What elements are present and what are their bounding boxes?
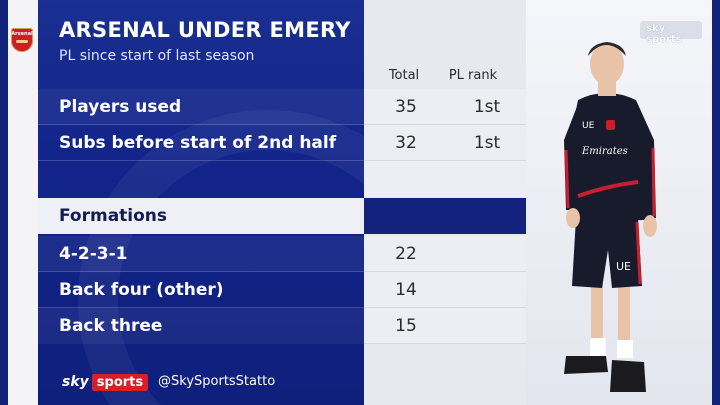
row-value-bg [364,308,526,344]
spacer-row [38,161,526,197]
left-edge-strip [0,0,8,405]
column-header-total: Total [388,68,420,83]
row-divider-light [364,343,526,344]
column-header-pl-rank: PL rank [448,68,498,83]
row-value-bg [364,161,526,197]
stat-row: Players used 35 1st [38,89,526,125]
formation-row: Back three 15 [38,308,526,344]
row-divider [38,160,526,161]
logo-sports: sports [91,373,149,391]
graphic-subtitle: PL since start of last season [59,48,255,64]
crest-text: Arsenal [11,31,33,37]
row-divider [38,307,526,308]
row-divider-light [364,307,526,308]
chest-initials: UE [582,121,595,131]
stat-rank: 1st [473,97,501,117]
row-divider-light [364,124,526,125]
formation-total: 14 [395,280,417,300]
manager-photo-area: UE UE Emirates [526,0,712,405]
stat-total: 35 [395,97,417,117]
manager-figure-icon: UE UE Emirates [564,42,657,392]
stat-rank: 1st [473,133,501,153]
logo-sky: sky [62,374,89,390]
row-value-bg [364,272,526,308]
formation-label: Back four (other) [59,280,224,300]
row-divider [38,124,526,125]
row-value-bg [364,89,526,125]
stat-label: Players used [59,97,182,117]
formation-label: 4-2-3-1 [59,244,128,264]
row-divider [38,271,526,272]
formation-row: Back four (other) 14 [38,272,526,308]
sponsor-text: Emirates [581,146,628,157]
shorts-initials: UE [616,260,631,273]
formations-section-header: Formations [38,198,526,234]
sky-sports-logo: sky sports [62,372,149,392]
section-header-navy [364,198,526,234]
stat-row: Subs before start of 2nd half 32 1st [38,125,526,161]
formation-label: Back three [59,316,163,336]
formation-total: 15 [395,316,417,336]
row-band [38,236,364,272]
stat-total: 32 [395,133,417,153]
formation-row: 4-2-3-1 22 [38,236,526,272]
row-value-bg [364,236,526,272]
social-handle: @SkySportsStatto [158,374,276,389]
graphic-title: ARSENAL UNDER EMERY [59,18,351,42]
row-band [38,89,364,125]
row-divider-light [364,271,526,272]
right-edge-strip [712,0,720,405]
crest-column [8,0,38,405]
arsenal-crest-icon: Arsenal [11,28,33,52]
row-divider-light [364,160,526,161]
section-header-bg [38,198,364,234]
broadcast-logo-text: sky sports [646,23,682,45]
broadcast-logo-bug: sky sports [640,21,702,45]
formation-total: 22 [395,244,417,264]
row-band [38,308,364,344]
stat-label: Subs before start of 2nd half [59,133,337,153]
section-label: Formations [59,206,168,226]
row-value-bg [364,125,526,161]
